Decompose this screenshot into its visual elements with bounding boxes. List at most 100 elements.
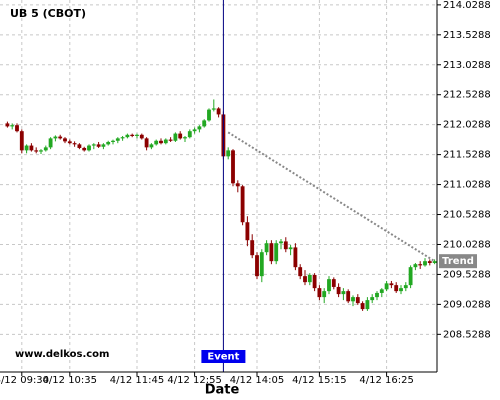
candle-body bbox=[144, 138, 149, 148]
candle-body bbox=[19, 131, 24, 151]
candle-body bbox=[82, 147, 87, 151]
candle-body bbox=[5, 123, 10, 127]
candle-body bbox=[403, 285, 408, 289]
y-tick-label: 208.5288 bbox=[443, 329, 491, 340]
candle-body bbox=[168, 139, 173, 141]
candle-body bbox=[125, 134, 130, 138]
candle-body bbox=[178, 133, 183, 139]
candle-body bbox=[96, 144, 101, 147]
x-axis-title: Date bbox=[205, 383, 240, 398]
chart-title: UB 5 (CBOT) bbox=[10, 7, 86, 20]
y-tick-label: 212.5288 bbox=[443, 90, 491, 101]
candle-body bbox=[394, 285, 399, 292]
candle-body bbox=[154, 140, 159, 145]
candle-body bbox=[389, 283, 394, 286]
candle-body bbox=[331, 279, 336, 287]
candle-body bbox=[408, 267, 413, 286]
candle-body bbox=[72, 143, 77, 145]
watermark: www.delkos.com bbox=[15, 349, 109, 360]
y-tick-label: 211.5288 bbox=[443, 150, 491, 161]
x-tick-label: 4/12 14:05 bbox=[230, 375, 284, 386]
y-tick-label: 210.5288 bbox=[443, 210, 491, 221]
y-tick-label: 214.0288 bbox=[443, 0, 491, 11]
candle-body bbox=[231, 150, 235, 184]
candle-body bbox=[317, 288, 322, 298]
candle-body bbox=[346, 291, 351, 302]
y-tick-label: 211.0288 bbox=[443, 180, 491, 191]
candle-body bbox=[293, 247, 298, 268]
candle-body bbox=[413, 264, 418, 268]
candle-body bbox=[255, 255, 259, 277]
candle-body bbox=[399, 288, 403, 292]
candle-body bbox=[43, 147, 48, 151]
candle-body bbox=[269, 243, 274, 262]
candle-body bbox=[34, 150, 39, 152]
event-label: Event bbox=[207, 352, 239, 363]
candle-body bbox=[274, 243, 279, 262]
candle-body bbox=[63, 138, 67, 142]
candle-body bbox=[106, 141, 111, 145]
y-tick-label: 209.0288 bbox=[443, 299, 491, 310]
trend-line bbox=[227, 131, 436, 263]
candle-body bbox=[192, 129, 197, 132]
candle-body bbox=[235, 183, 240, 187]
candle-body bbox=[149, 144, 154, 148]
trend-label-box bbox=[439, 254, 477, 269]
grid bbox=[0, 0, 437, 372]
candle-body bbox=[418, 264, 423, 266]
candle-body bbox=[115, 138, 120, 141]
x-tick-label: 4/12 15:15 bbox=[292, 375, 346, 386]
candle-body bbox=[48, 138, 53, 148]
candle-body bbox=[226, 150, 231, 157]
candle-body bbox=[379, 289, 384, 293]
candle-body bbox=[288, 247, 293, 250]
candle-body bbox=[351, 297, 355, 302]
candle-body bbox=[370, 297, 375, 301]
candle-body bbox=[216, 108, 221, 115]
candle-body bbox=[163, 139, 168, 144]
candle-body bbox=[245, 222, 250, 241]
x-tick-label: 4/12 12:55 bbox=[167, 375, 221, 386]
marks bbox=[5, 0, 437, 372]
y-tick-label: 213.5288 bbox=[443, 30, 491, 41]
candle-body bbox=[259, 252, 264, 277]
candle-body bbox=[250, 240, 255, 256]
candle-body bbox=[87, 145, 91, 151]
candle-body bbox=[101, 144, 106, 147]
x-tick-label: 4/12 09:30 bbox=[0, 375, 49, 386]
candle-body bbox=[58, 136, 63, 139]
candle-body bbox=[360, 303, 365, 310]
x-tick-label: 4/12 11:45 bbox=[110, 375, 164, 386]
candle-body bbox=[341, 291, 346, 295]
candle-body bbox=[336, 286, 341, 295]
candle-body bbox=[173, 133, 178, 141]
candle-body bbox=[120, 137, 125, 139]
candle-body bbox=[264, 243, 269, 253]
y-tick-label: 210.0288 bbox=[443, 239, 491, 250]
x-tick-label: 4/12 16:25 bbox=[359, 375, 413, 386]
candle-body bbox=[10, 125, 15, 127]
candle-body bbox=[307, 274, 312, 283]
candle-body bbox=[312, 274, 317, 289]
candle-body bbox=[159, 140, 163, 144]
candle-body bbox=[202, 120, 207, 127]
y-tick-label: 209.5288 bbox=[443, 269, 491, 280]
candle-body bbox=[53, 136, 58, 139]
candle-body bbox=[427, 261, 432, 263]
candle-body bbox=[77, 144, 82, 148]
candle-body bbox=[375, 292, 379, 298]
candle-body bbox=[423, 261, 427, 266]
y-tick-label: 213.0288 bbox=[443, 60, 491, 71]
candle-body bbox=[135, 134, 139, 136]
candle-body bbox=[283, 241, 288, 250]
candle-body bbox=[187, 131, 192, 138]
trend-label: Trend bbox=[442, 256, 474, 267]
candle-body bbox=[384, 283, 389, 290]
candle-body bbox=[211, 108, 216, 110]
candle-body bbox=[355, 297, 360, 304]
candle-body bbox=[432, 261, 437, 263]
candle-body bbox=[207, 109, 211, 121]
